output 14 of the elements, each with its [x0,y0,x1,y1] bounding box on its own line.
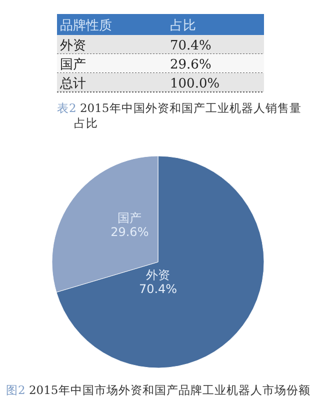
text: 总计 [59,76,86,92]
text: 国产 [60,58,86,72]
text: 占比 [170,18,196,34]
text: 图2 2015年中国市场外资和国产品牌工业机器人市场份额 [6,383,310,397]
slice-label: 国产 [118,210,142,225]
slice-label: 外资 [146,268,170,282]
text: 100.0% [170,76,220,92]
text: 品牌性质 [60,18,112,34]
data-label: 29.6% [110,224,149,239]
text: 外资 [60,38,86,54]
text: 29.6% [170,58,212,72]
text: 70.4% [170,38,212,54]
data-label: 70.4% [138,282,178,296]
text: 表2 2015年中国外资和国产工业机器人销售量占比 [57,101,302,130]
